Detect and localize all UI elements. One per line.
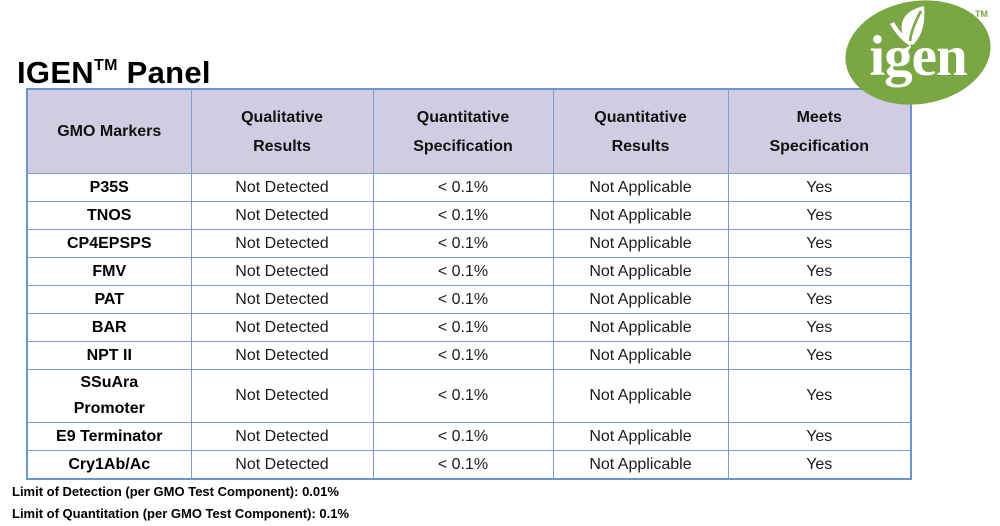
table-row: PAT Not Detected < 0.1% Not Applicable Yes <box>26 285 912 314</box>
logo-trademark: TM <box>975 9 988 19</box>
cell-qualitative-result: Not Detected <box>190 285 374 314</box>
cell-meets-specification: Yes <box>727 285 912 314</box>
cell-quantitative-result: Not Applicable <box>552 450 729 480</box>
header-meets-specification: Meets Specification <box>727 88 912 174</box>
cell-meets-specification: Yes <box>727 173 912 202</box>
cell-gmo-marker: FMV <box>26 257 192 286</box>
table-row: SSuAra Promoter Not Detected < 0.1% Not App… <box>26 369 912 423</box>
cell-quantitative-result: Not Applicable <box>552 285 729 314</box>
cell-gmo-marker: E9 Terminator <box>26 422 192 451</box>
table-header: GMO Markers Qualitative Results Quantita… <box>26 88 912 174</box>
cell-gmo-marker: TNOS <box>26 201 192 230</box>
table-body: P35S Not Detected < 0.1% Not Applicable Yes T… <box>26 173 912 480</box>
cell-qualitative-result: Not Detected <box>190 257 374 286</box>
cell-qualitative-result: Not Detected <box>190 450 374 480</box>
page-title-brand: IGEN <box>17 54 94 90</box>
cell-quantitative-specification: < 0.1% <box>372 173 554 202</box>
cell-meets-specification: Yes <box>727 257 912 286</box>
cell-quantitative-result: Not Applicable <box>552 422 729 451</box>
cell-meets-specification: Yes <box>727 229 912 258</box>
cell-gmo-marker: BAR <box>26 313 192 342</box>
table-row: FMV Not Detected < 0.1% Not Applicable Yes <box>26 257 912 286</box>
page-title: IGENTM Panel <box>17 55 211 91</box>
header-qualitative-results: Qualitative Results <box>190 88 374 174</box>
cell-quantitative-result: Not Applicable <box>552 173 729 202</box>
cell-quantitative-result: Not Applicable <box>552 257 729 286</box>
cell-qualitative-result: Not Detected <box>190 341 374 370</box>
cell-quantitative-result: Not Applicable <box>552 229 729 258</box>
cell-gmo-marker: P35S <box>26 173 192 202</box>
page-title-tm: TM <box>94 56 118 74</box>
limit-of-quantitation-note: Limit of Quantitation (per GMO Test Comp… <box>12 506 350 521</box>
cell-qualitative-result: Not Detected <box>190 313 374 342</box>
table-header-row: GMO Markers Qualitative Results Quantita… <box>26 88 912 174</box>
leaf-icon <box>890 6 925 46</box>
table-row: CP4EPSPS Not Detected < 0.1% Not Applicable… <box>26 229 912 258</box>
cell-gmo-marker: PAT <box>26 285 192 314</box>
limit-of-detection-note: Limit of Detection (per GMO Test Compone… <box>12 484 339 499</box>
cell-gmo-marker: NPT II <box>26 341 192 370</box>
cell-quantitative-specification: < 0.1% <box>372 285 554 314</box>
cell-quantitative-specification: < 0.1% <box>372 313 554 342</box>
cell-quantitative-specification: < 0.1% <box>372 229 554 258</box>
table-row: Cry1Ab/Ac Not Detected < 0.1% Not Applicabl… <box>26 450 912 480</box>
cell-meets-specification: Yes <box>727 201 912 230</box>
cell-gmo-marker: Cry1Ab/Ac <box>26 450 192 480</box>
gmo-results-table: GMO Markers Qualitative Results Quantita… <box>26 88 912 480</box>
cell-quantitative-specification: < 0.1% <box>372 369 554 423</box>
cell-qualitative-result: Not Detected <box>190 201 374 230</box>
table-row: TNOS Not Detected < 0.1% Not Applicable Yes <box>26 201 912 230</box>
header-quantitative-specification: Quantitative Specification <box>372 88 554 174</box>
cell-meets-specification: Yes <box>727 450 912 480</box>
page-title-rest: Panel <box>117 54 211 90</box>
cell-quantitative-specification: < 0.1% <box>372 201 554 230</box>
footnotes: Limit of Detection (per GMO Test Compone… <box>12 481 349 525</box>
cell-quantitative-specification: < 0.1% <box>372 257 554 286</box>
cell-quantitative-result: Not Applicable <box>552 201 729 230</box>
cell-quantitative-result: Not Applicable <box>552 313 729 342</box>
cell-qualitative-result: Not Detected <box>190 369 374 423</box>
table-row: BAR Not Detected < 0.1% Not Applicable Yes <box>26 313 912 342</box>
cell-meets-specification: Yes <box>727 422 912 451</box>
table-row: NPT II Not Detected < 0.1% Not Applicable Ye… <box>26 341 912 370</box>
cell-gmo-marker: SSuAra Promoter <box>26 369 192 423</box>
cell-qualitative-result: Not Detected <box>190 422 374 451</box>
table-row: P35S Not Detected < 0.1% Not Applicable Yes <box>26 173 912 202</box>
cell-quantitative-result: Not Applicable <box>552 341 729 370</box>
cell-quantitative-specification: < 0.1% <box>372 422 554 451</box>
header-quantitative-results: Quantitative Results <box>552 88 729 174</box>
header-gmo-markers: GMO Markers <box>26 88 192 174</box>
cell-quantitative-specification: < 0.1% <box>372 341 554 370</box>
cell-quantitative-result: Not Applicable <box>552 369 729 423</box>
cell-gmo-marker: CP4EPSPS <box>26 229 192 258</box>
cell-quantitative-specification: < 0.1% <box>372 450 554 480</box>
cell-meets-specification: Yes <box>727 341 912 370</box>
cell-qualitative-result: Not Detected <box>190 229 374 258</box>
cell-meets-specification: Yes <box>727 313 912 342</box>
cell-meets-specification: Yes <box>727 369 912 423</box>
table-row: E9 Terminator Not Detected < 0.1% Not Appli… <box>26 422 912 451</box>
cell-qualitative-result: Not Detected <box>190 173 374 202</box>
